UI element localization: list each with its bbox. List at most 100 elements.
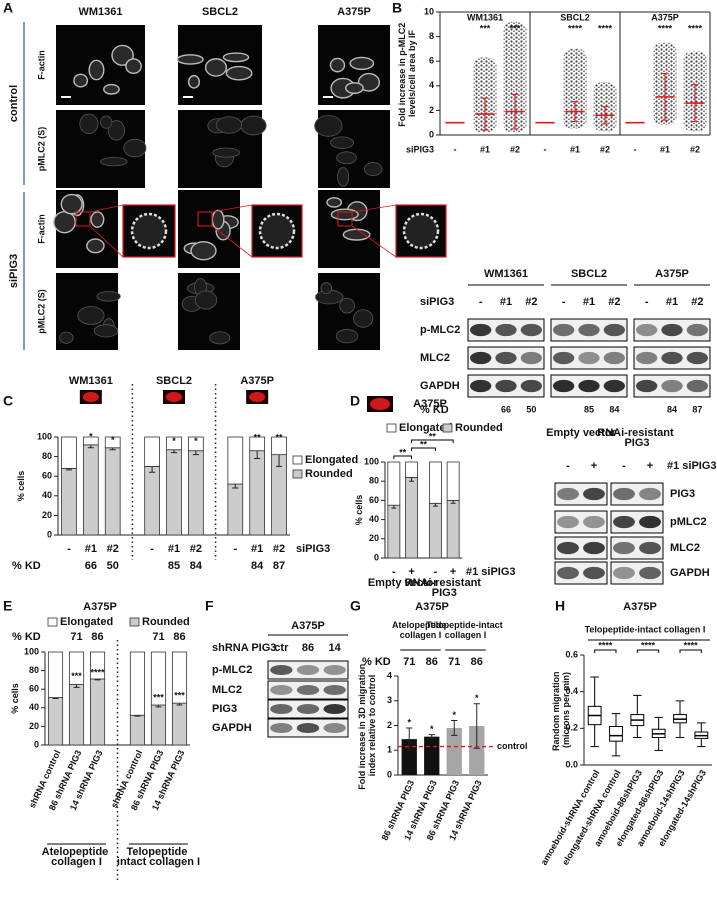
blot-band bbox=[470, 323, 492, 337]
bar bbox=[446, 727, 462, 775]
y-tick-label: 0 bbox=[47, 529, 52, 539]
x-tick-label: #1 bbox=[570, 144, 580, 154]
legend-label: Elongated bbox=[305, 454, 358, 466]
inset-cell bbox=[258, 212, 296, 250]
y-tick-label: 10 bbox=[424, 6, 434, 16]
condition-label: control bbox=[8, 85, 20, 122]
blot-band bbox=[270, 722, 293, 734]
bar-segment bbox=[171, 651, 188, 704]
y-axis-label: Fold increase in p-MLC2 levels/cell area… bbox=[397, 20, 417, 127]
bar-segment bbox=[47, 697, 64, 746]
cell bbox=[111, 44, 134, 66]
legend-label: Elongated bbox=[60, 616, 113, 628]
protein-label: GAPDH bbox=[212, 722, 252, 734]
panel-label: E bbox=[3, 598, 12, 614]
x-tick-label: #1 bbox=[660, 144, 670, 154]
x-tick-label: - bbox=[434, 566, 438, 578]
y-tick-label: 80 bbox=[369, 476, 379, 486]
kd-label: % KD bbox=[420, 404, 449, 416]
cell bbox=[53, 211, 76, 234]
y-tick-label: 40 bbox=[42, 490, 52, 500]
blot-band bbox=[686, 323, 708, 337]
blot-band bbox=[323, 664, 346, 676]
cell bbox=[320, 282, 333, 295]
panel-label: F bbox=[205, 598, 214, 614]
blot-group: RNAi-resistant PIG3 bbox=[597, 427, 676, 449]
x-tick-label: + bbox=[450, 566, 456, 578]
legend-swatch bbox=[47, 617, 58, 627]
y-tick-label: 3 bbox=[387, 695, 392, 705]
cell bbox=[345, 82, 364, 94]
legend-swatch bbox=[442, 423, 453, 433]
bar-segment bbox=[429, 502, 442, 559]
bar-segment bbox=[227, 483, 244, 536]
condition-label: siPIG3 bbox=[8, 254, 20, 288]
significance: * bbox=[111, 435, 115, 445]
blot-band bbox=[557, 541, 579, 555]
kd-value: 71 bbox=[152, 631, 164, 643]
kd-value: 71 bbox=[403, 656, 415, 668]
kd-value: 66 bbox=[501, 404, 511, 414]
whisker bbox=[697, 722, 706, 732]
y-tick-label: 8 bbox=[429, 31, 434, 41]
blot-band bbox=[583, 487, 605, 501]
blot-band bbox=[557, 487, 579, 501]
x-tick-label: #2 bbox=[190, 543, 202, 555]
cell bbox=[353, 309, 374, 328]
lane-label: #1 bbox=[666, 296, 678, 308]
blot-band bbox=[553, 379, 575, 393]
y-tick-label: 20 bbox=[29, 721, 39, 731]
cell bbox=[222, 52, 250, 63]
treatment-label: shRNA PIG3 bbox=[212, 642, 276, 654]
cell bbox=[59, 331, 74, 344]
blot-band bbox=[296, 684, 320, 696]
x-tick-label: #1 bbox=[85, 543, 97, 555]
blot-band bbox=[296, 664, 320, 676]
cell bbox=[211, 209, 225, 230]
blot-band bbox=[636, 323, 658, 337]
cell bbox=[88, 59, 105, 81]
blot-band bbox=[578, 323, 600, 337]
blot bbox=[554, 510, 608, 534]
group-label: Empty vector bbox=[368, 577, 438, 589]
whisker bbox=[611, 741, 621, 757]
blot-band bbox=[495, 351, 517, 365]
blot-band bbox=[520, 323, 542, 337]
blot-band bbox=[470, 351, 492, 365]
y-tick-label: 20 bbox=[369, 533, 379, 543]
stain-label: F-actin bbox=[36, 50, 46, 80]
cell bbox=[209, 331, 231, 345]
kd-value: 85 bbox=[168, 560, 180, 572]
dot-cloud bbox=[503, 21, 527, 133]
treatment-label: #1 siPIG3 bbox=[667, 460, 717, 472]
blot-cell-line: A375P bbox=[655, 268, 689, 280]
lane-label: 14 bbox=[329, 642, 342, 654]
legend-label: Elongated bbox=[399, 422, 452, 434]
blot-band bbox=[323, 703, 346, 715]
y-axis-label: % cells bbox=[16, 471, 26, 502]
cell bbox=[100, 115, 113, 129]
significance: *** bbox=[510, 23, 521, 33]
cell bbox=[73, 73, 89, 88]
blot-band bbox=[686, 351, 708, 365]
blot-band bbox=[613, 541, 635, 555]
blot-cell-line: SBCL2 bbox=[571, 268, 607, 280]
group-label: SBCL2 bbox=[156, 375, 192, 387]
significance: *** bbox=[480, 23, 491, 33]
protein-label: p-MLC2 bbox=[420, 324, 460, 336]
y-tick-label: 40 bbox=[369, 514, 379, 524]
x-tick-label: - bbox=[544, 144, 547, 154]
blot-band bbox=[686, 379, 708, 393]
whisker bbox=[697, 738, 706, 748]
bar-segment bbox=[82, 436, 99, 446]
significance: **** bbox=[688, 23, 703, 33]
kd-value: 71 bbox=[70, 631, 82, 643]
kd-value: 86 bbox=[426, 656, 438, 668]
blot-band bbox=[583, 515, 605, 529]
bar-segment bbox=[271, 436, 287, 456]
dot-cloud bbox=[563, 48, 587, 129]
y-tick-label: 80 bbox=[29, 665, 39, 675]
x-tick-label: #2 bbox=[510, 144, 520, 154]
blot-band bbox=[639, 515, 661, 529]
bar-segment bbox=[68, 684, 85, 746]
